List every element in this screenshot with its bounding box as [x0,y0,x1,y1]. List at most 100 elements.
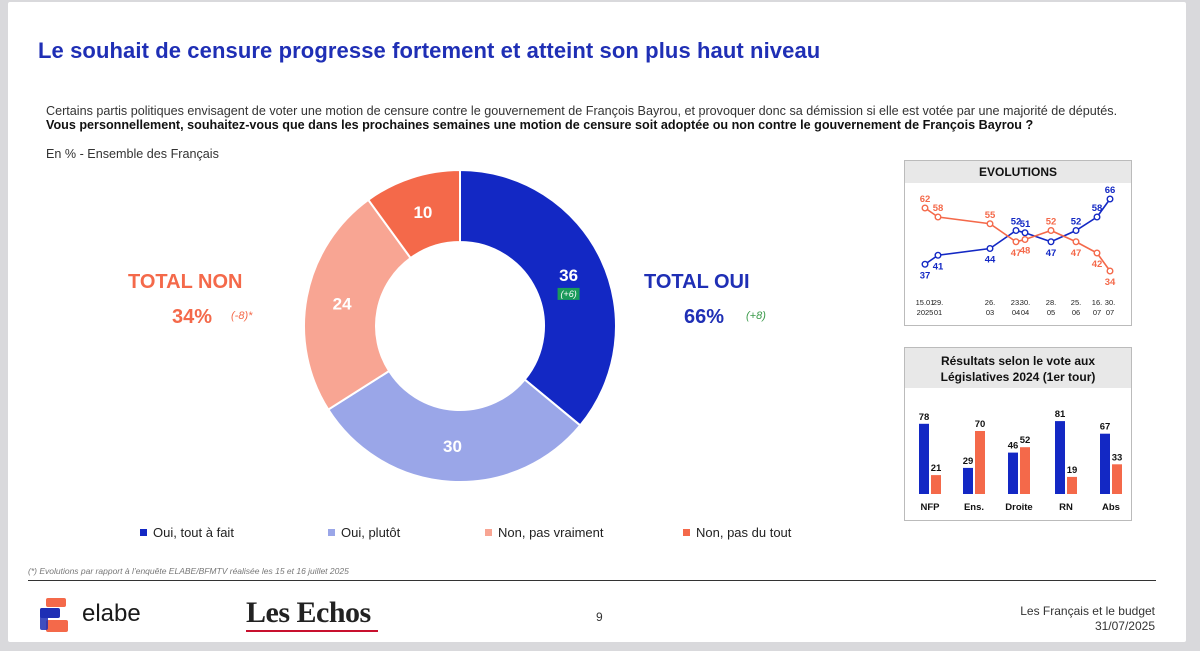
result-bar [1008,452,1018,494]
evolution-x-tick: 04 [1012,308,1020,317]
evolutions-panel: EVOLUTIONS 37 41 44 52 51 47 52 58 66 62 58 55 47 48 5… [904,160,1132,326]
evolution-value-label: 47 [1011,248,1022,259]
evolution-point [1072,226,1080,234]
donut-value-label: 24 [333,295,352,314]
result-bar-label: 19 [1067,465,1078,476]
evolution-x-tick: 29. [933,298,943,307]
evolution-value-label: 47 [1071,248,1082,259]
legend-item: Non, pas vraiment [485,525,604,540]
evolution-value-label: 44 [985,255,996,266]
evolution-x-tick: 01 [934,308,942,317]
footer-date: 31/07/2025 [1094,619,1155,633]
result-bar-label: 81 [1055,409,1066,420]
result-bar [963,467,973,494]
evolution-x-tick: 05 [1047,308,1055,317]
donut-change-badge [557,287,580,300]
result-bar [1100,433,1110,494]
evolution-value-label: 41 [933,261,944,272]
evolution-point [986,220,994,228]
evolution-value-label: 62 [920,194,931,205]
total-non-label: TOTAL NON [128,271,243,293]
evolution-value-label: 55 [985,210,996,221]
evolution-value-label: 51 [1020,219,1031,230]
total-oui-change: (+8) [746,310,766,322]
donut-slice [326,369,582,483]
result-bar-label: 70 [975,419,986,430]
result-bar [975,431,985,494]
question-text: Certains partis politiques envisagent de… [46,104,1126,132]
les-echos-logo: Les Echos [246,596,371,629]
evolution-point [1106,195,1114,203]
donut-slice [366,168,461,260]
legend-item: Oui, tout à fait [140,525,234,540]
legend-swatch [683,529,690,537]
result-bar [931,475,941,494]
legend-swatch [485,529,492,537]
page-number: 9 [596,610,603,624]
result-category-label: Ens. [964,502,984,513]
evolution-point [921,260,929,268]
legend-label: Oui, tout à fait [153,525,234,540]
result-bar-label: 33 [1112,452,1123,463]
evolution-value-label: 66 [1105,185,1116,196]
divider [28,580,1156,581]
total-non-change: (-8)* [231,310,253,322]
total-oui-label: TOTAL OUI [644,271,750,293]
evolution-x-tick: 28. [1046,298,1056,307]
evolution-value-label: 48 [1020,246,1031,257]
question-bold: Vous personnellement, souhaitez-vous que… [46,118,1034,132]
legend-swatch [328,529,335,537]
evolution-value-label: 52 [1011,217,1022,228]
evolution-x-tick: 16. [1092,298,1102,307]
evolution-point [1047,238,1055,246]
evolution-point [1021,235,1029,243]
result-bar-label: 21 [931,463,942,474]
evolution-value-label: 58 [933,203,944,214]
evolution-x-tick: 30. [1105,298,1115,307]
evolution-point [1047,226,1055,234]
evolution-x-tick: 2025 [917,308,934,317]
evolution-point [1012,226,1020,234]
result-bar [1020,447,1030,494]
result-bar [1067,476,1077,494]
evolution-point [1093,213,1101,221]
subtitle: En % - Ensemble des Français [46,147,219,161]
footnote: (*) Evolutions par rapport à l’enquête E… [28,566,349,576]
evolution-point [1093,249,1101,257]
result-bar [919,423,929,494]
page-title: Le souhait de censure progresse fortemen… [38,38,821,63]
evolution-point [1012,238,1020,246]
legend-item: Oui, plutôt [328,525,400,540]
evolutions-title: EVOLUTIONS [905,161,1131,183]
evolutions-chart: 37414452514752586662585547485247423415.0… [916,185,1116,317]
legend-label: Non, pas du tout [696,525,792,540]
evolution-x-tick: 26. [985,298,995,307]
evolution-point [1106,267,1114,275]
donut-value-label: 10 [413,203,432,222]
evolution-value-label: 34 [1105,277,1116,288]
results-title-text: Résultats selon le vote aux Législatives… [940,354,1096,384]
evolution-x-tick: 15.01 [916,298,935,307]
legend-swatch [140,529,147,537]
donut-value-label: 30 [443,437,462,456]
elabe-logo-text: elabe [82,600,141,627]
result-bar-label: 78 [919,412,930,423]
evolution-x-tick: 07 [1106,308,1114,317]
result-bar-label: 29 [963,456,974,467]
evolution-point [1021,229,1029,237]
evolution-x-tick: 25. [1071,298,1081,307]
evolution-value-label: 47 [1046,248,1057,259]
total-oui-value: 66% [684,306,725,328]
evolution-x-tick: 30. [1020,298,1030,307]
result-category-label: NFP [921,502,941,513]
donut-slice [303,198,413,411]
result-category-label: Droite [1005,502,1032,513]
evolution-value-label: 52 [1071,217,1082,228]
results-chart: 78 21 NFP 29 70 Ens. 46 52 Droite 81 19 RN 67 33 Abs [919,409,1123,513]
evolution-value-label: 58 [1092,203,1103,214]
evolution-x-tick: 06 [1072,308,1080,317]
legend-item: Non, pas du tout [683,525,791,540]
evolution-value-label: 52 [1046,217,1057,228]
footer-report-title: Les Français et le budget [1020,604,1155,618]
